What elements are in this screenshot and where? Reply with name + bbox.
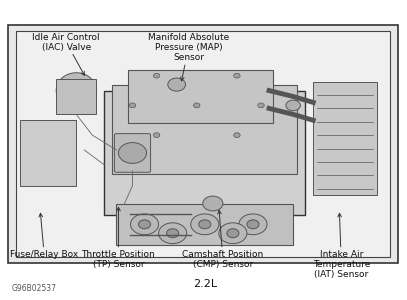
Circle shape: [194, 103, 200, 108]
Text: Intake Air
Temperature
(IAT) Sensor: Intake Air Temperature (IAT) Sensor: [313, 213, 370, 279]
Circle shape: [234, 73, 240, 78]
FancyBboxPatch shape: [313, 82, 378, 195]
Circle shape: [159, 223, 187, 244]
FancyBboxPatch shape: [112, 85, 297, 174]
FancyBboxPatch shape: [56, 79, 96, 114]
Circle shape: [203, 196, 223, 211]
Circle shape: [234, 133, 240, 137]
Circle shape: [129, 103, 136, 108]
FancyBboxPatch shape: [8, 25, 398, 263]
Text: 2.2L: 2.2L: [193, 279, 217, 289]
Text: Throttle Position
(TP) Sensor: Throttle Position (TP) Sensor: [81, 207, 155, 269]
Text: G96B02537: G96B02537: [12, 284, 57, 293]
Circle shape: [166, 229, 179, 238]
FancyBboxPatch shape: [20, 120, 76, 186]
Circle shape: [219, 223, 247, 244]
FancyBboxPatch shape: [129, 70, 273, 123]
Circle shape: [138, 220, 151, 229]
Circle shape: [286, 100, 300, 111]
Circle shape: [118, 142, 147, 164]
Text: Idle Air Control
(IAC) Valve: Idle Air Control (IAC) Valve: [33, 33, 100, 75]
Circle shape: [227, 229, 239, 238]
Circle shape: [168, 78, 186, 91]
FancyBboxPatch shape: [116, 203, 293, 245]
Circle shape: [239, 214, 267, 235]
FancyBboxPatch shape: [114, 134, 151, 172]
FancyBboxPatch shape: [104, 91, 305, 215]
Text: Fuse/Relay Box: Fuse/Relay Box: [10, 213, 78, 259]
Text: Manifold Absolute
Pressure (MAP)
Sensor: Manifold Absolute Pressure (MAP) Sensor: [148, 33, 230, 81]
Circle shape: [153, 73, 160, 78]
Circle shape: [153, 133, 160, 137]
Circle shape: [247, 220, 259, 229]
Circle shape: [191, 214, 219, 235]
Ellipse shape: [56, 73, 96, 108]
Text: Camshaft Position
(CMP) Sensor: Camshaft Position (CMP) Sensor: [182, 210, 263, 269]
FancyBboxPatch shape: [16, 31, 389, 257]
Circle shape: [131, 214, 159, 235]
Circle shape: [199, 220, 211, 229]
Circle shape: [258, 103, 264, 108]
